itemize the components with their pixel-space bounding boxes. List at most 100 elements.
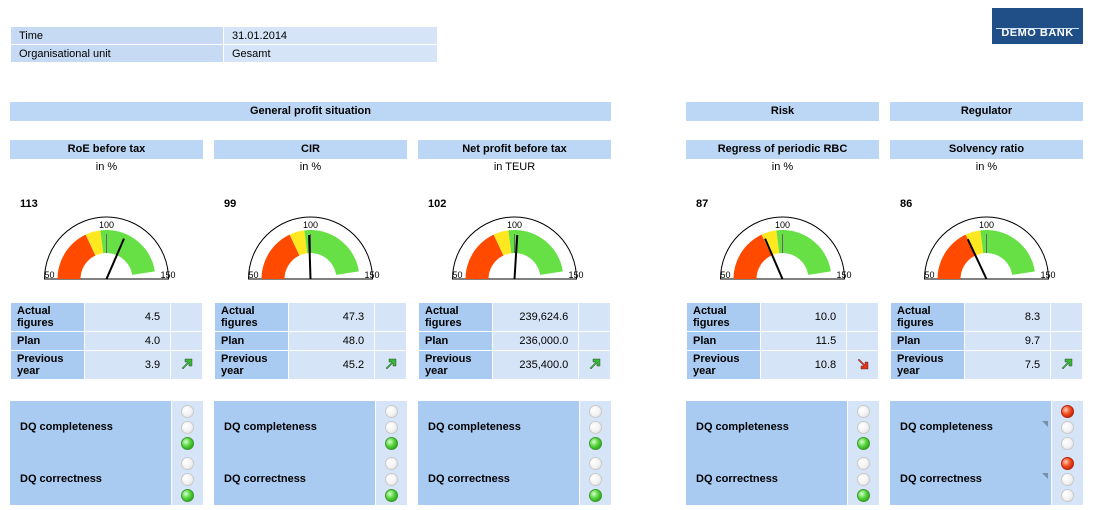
row-actual: Actual figures 10.0 — [686, 302, 879, 332]
previous-label: Previous year — [686, 350, 761, 380]
plan-value: 11.5 — [759, 331, 848, 351]
gauge-red-band — [733, 234, 772, 279]
row-plan: Plan 236,000.0 — [418, 331, 611, 351]
row-actual: Actual figures 8.3 — [890, 302, 1083, 332]
light-off-icon — [181, 457, 194, 470]
light-off-icon — [1061, 489, 1074, 502]
gauge-needle — [764, 238, 784, 280]
kpi-unit: in TEUR — [493, 161, 536, 173]
traffic-light — [1052, 401, 1083, 453]
traffic-light — [172, 453, 203, 505]
dq-completeness-label: DQ completeness — [214, 401, 375, 453]
trend-cell — [846, 350, 879, 380]
gauge-red-band — [261, 234, 300, 279]
gauge-needle — [966, 238, 988, 280]
gauge-yellow-band — [761, 230, 780, 256]
gauge-tick-label: 100 — [979, 220, 994, 230]
previous-label: Previous year — [214, 350, 289, 380]
trend-cell — [1050, 350, 1083, 380]
traffic-light — [580, 401, 611, 453]
gauge-tick-label: 100 — [303, 220, 318, 230]
light-red-icon — [1061, 405, 1074, 418]
actual-value: 8.3 — [963, 302, 1052, 332]
traffic-light — [376, 453, 407, 505]
gauge: 50 100 150 99 — [214, 198, 407, 293]
dq-correctness-row: DQ correctness — [418, 453, 611, 505]
actual-label: Actual figures — [214, 302, 289, 332]
trend-up-arrow-icon — [589, 358, 600, 369]
gauge: 50 100 150 102 — [418, 198, 611, 293]
gauge-green-band — [776, 230, 831, 275]
info-value: 31.01.2014 — [223, 26, 438, 45]
gauge-value: 102 — [428, 198, 447, 210]
light-off-icon — [857, 421, 870, 434]
previous-value: 235,400.0 — [491, 350, 580, 380]
empty-cell — [170, 331, 203, 351]
gauge-red-band — [937, 234, 976, 279]
actual-label: Actual figures — [10, 302, 85, 332]
kpi-title: RoE before tax — [10, 140, 203, 159]
info-row-time: Time 31.01.2014 — [10, 26, 438, 45]
info-row-org-unit: Organisational unit Gesamt — [10, 44, 438, 63]
row-plan: Plan 11.5 — [686, 331, 879, 351]
arrow-shape — [589, 358, 600, 369]
dq-correctness-row: DQ correctness — [890, 453, 1083, 505]
dq-completeness-label: DQ completeness — [890, 401, 1051, 453]
gauge-yellow-band — [965, 230, 984, 256]
info-label: Time — [10, 26, 224, 45]
dq-correctness-row: DQ correctness — [686, 453, 879, 505]
section-header-regulator: Regulator — [890, 102, 1083, 121]
comment-marker-icon — [1042, 421, 1048, 427]
empty-cell — [170, 302, 203, 332]
kpi-unit: in % — [975, 161, 998, 173]
dq-correctness-label: DQ correctness — [890, 453, 1051, 505]
light-green-icon — [181, 489, 194, 502]
row-previous: Previous year 10.8 — [686, 350, 879, 380]
gauge-green-band — [508, 230, 563, 275]
gauge-tick-label: 150 — [161, 270, 176, 280]
traffic-light — [848, 401, 879, 453]
kpi-title: Regress of periodic RBC — [686, 140, 879, 159]
row-previous: Previous year 45.2 — [214, 350, 407, 380]
gauge-tick-label: 100 — [507, 220, 522, 230]
row-previous: Previous year 7.5 — [890, 350, 1083, 380]
gauge-tick-label: 150 — [569, 270, 584, 280]
kpi-unit: in % — [299, 161, 322, 173]
row-plan: Plan 9.7 — [890, 331, 1083, 351]
kpi-title: Solvency ratio — [890, 140, 1083, 159]
light-off-icon — [385, 473, 398, 486]
gauge-yellow-band — [85, 230, 104, 256]
light-green-icon — [181, 437, 194, 450]
light-green-icon — [857, 437, 870, 450]
light-green-icon — [857, 489, 870, 502]
plan-label: Plan — [418, 331, 493, 351]
gauge-dial: 50 100 150 — [247, 216, 380, 280]
light-off-icon — [385, 405, 398, 418]
trend-cell — [578, 350, 611, 380]
previous-label: Previous year — [10, 350, 85, 380]
plan-value: 236,000.0 — [491, 331, 580, 351]
dq-completeness-label: DQ completeness — [418, 401, 579, 453]
plan-label: Plan — [10, 331, 85, 351]
trend-cell — [170, 350, 203, 380]
light-green-icon — [589, 437, 602, 450]
light-off-icon — [181, 405, 194, 418]
kpi-unit: in % — [95, 161, 118, 173]
row-actual: Actual figures 239,624.6 — [418, 302, 611, 332]
gauge-red-band — [57, 234, 96, 279]
previous-value: 45.2 — [287, 350, 376, 380]
dq-completeness-row: DQ completeness — [10, 401, 203, 453]
gauge-yellow-band — [493, 230, 512, 256]
gauge-green-band — [980, 230, 1035, 275]
gauge-tick-label: 150 — [837, 270, 852, 280]
row-actual: Actual figures 47.3 — [214, 302, 407, 332]
info-value: Gesamt — [223, 44, 438, 63]
previous-label: Previous year — [418, 350, 493, 380]
light-green-icon — [589, 489, 602, 502]
dq-completeness-row: DQ completeness — [890, 401, 1083, 453]
kpi-figures-table: Actual figures 4.5 Plan 4.0 Previous yea… — [10, 302, 203, 380]
kpi-figures-table: Actual figures 10.0 Plan 11.5 Previous y… — [686, 302, 879, 380]
traffic-light — [580, 453, 611, 505]
gauge-tick-label: 50 — [924, 270, 934, 280]
light-off-icon — [857, 473, 870, 486]
